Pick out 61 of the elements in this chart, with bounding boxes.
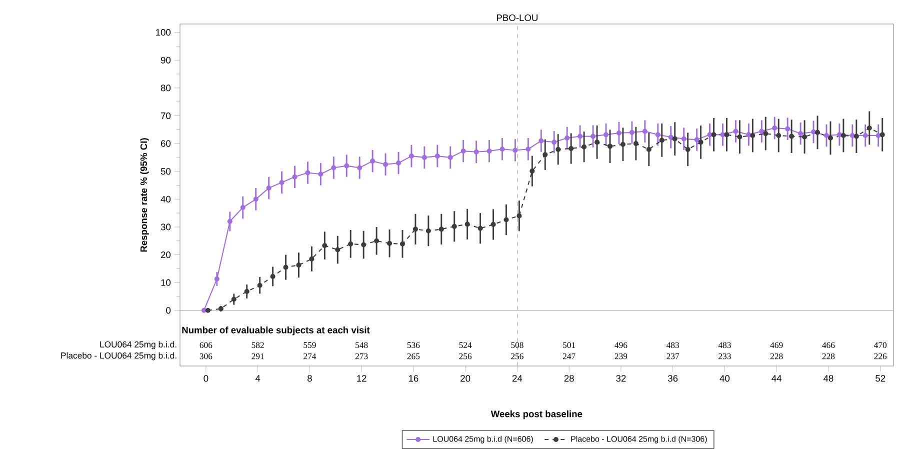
x-tick-label: 4	[255, 375, 260, 382]
y-tick-label: 90	[161, 56, 171, 64]
annotation: 470	[874, 342, 887, 348]
y-tick-label: 70	[161, 112, 171, 120]
y-tick-label: 30	[160, 224, 171, 230]
y-tick-label: 50	[160, 168, 171, 175]
x-tick-label: 32	[616, 375, 626, 382]
x-tick-label: 20	[460, 375, 470, 382]
annotation: 226	[874, 354, 887, 360]
x-tick-label: 44	[772, 375, 782, 382]
text: Placebo - LOU064 25mg b.i.d.	[61, 352, 176, 360]
annotation: 466	[822, 342, 835, 348]
annotation: 548	[356, 342, 368, 348]
annotation: 559	[304, 342, 316, 348]
y-axis-title: Response rate % (95% CI)	[140, 138, 149, 252]
annotation: 291	[252, 354, 264, 360]
annotation: 233	[718, 354, 731, 360]
annotation: 273	[355, 354, 368, 360]
x-tick-label: 40	[720, 375, 730, 382]
annotation: 469	[770, 342, 783, 348]
annotation: 508	[511, 342, 524, 348]
annotation: 256	[459, 354, 472, 360]
annotation: 524	[459, 342, 472, 348]
annotation: 247	[562, 354, 576, 360]
x-tick-label: 28	[564, 375, 574, 382]
annotation: 237	[666, 354, 680, 360]
x-axis-title: Weeks post baseline	[490, 410, 582, 420]
x-tick-label: 12	[357, 375, 366, 382]
x-tick-label: 8	[308, 375, 312, 382]
x-tick-label: 36	[668, 375, 678, 382]
annotation: 606	[200, 342, 212, 348]
y-tick-label: 80	[160, 84, 171, 92]
annotation: 228	[770, 353, 783, 360]
x-tick-label: 24	[512, 375, 522, 382]
y-tick-label: 20	[161, 252, 171, 258]
y-tick-label: 60	[161, 140, 171, 147]
annotation: 228	[822, 353, 835, 360]
annotation: 582	[252, 342, 264, 348]
annotation: 483	[666, 342, 680, 348]
legend-label: LOU064 25mg b.i.d (N=606)	[433, 436, 533, 444]
y-tick-label: 0	[166, 307, 171, 314]
x-tick-label: 52	[876, 375, 886, 382]
annotation: 306	[200, 353, 212, 360]
annotation: 274	[304, 354, 316, 360]
y-tick-label: 100	[156, 29, 171, 36]
annotation: 265	[407, 354, 420, 360]
ref-line-label: PBO-LOU	[496, 14, 538, 22]
x-tick-label: 16	[408, 375, 418, 382]
x-tick-label: 48	[824, 375, 834, 382]
annotation: 256	[511, 354, 524, 360]
y-tick-label: 40	[160, 196, 171, 203]
annotation: Number of evaluable subjects at each visit	[182, 326, 370, 336]
annotation: 501	[563, 342, 576, 348]
annotation: 536	[407, 342, 420, 348]
x-tick-label: 0	[204, 375, 208, 382]
annotation: 496	[614, 342, 628, 348]
annotation: 239	[614, 354, 628, 360]
text: LOU064 25mg b.i.d.	[100, 341, 176, 350]
y-tick-label: 10	[161, 279, 171, 286]
annotation: 483	[718, 342, 731, 348]
legend-label: Placebo - LOU064 25mg b.i.d (N=306)	[571, 436, 707, 444]
